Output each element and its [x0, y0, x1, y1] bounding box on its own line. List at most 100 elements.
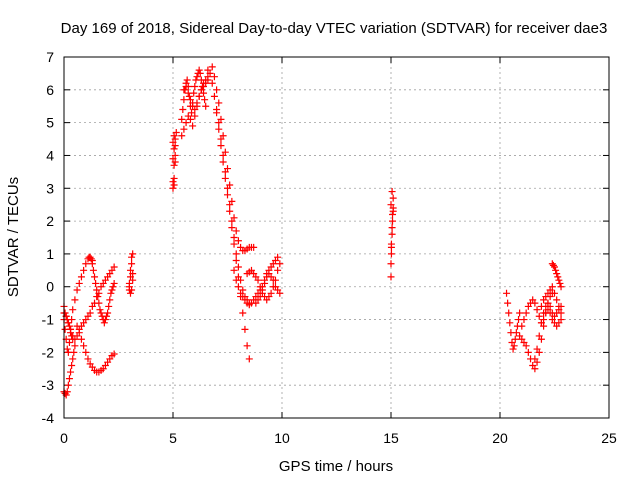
data-point [217, 135, 225, 143]
data-point [276, 260, 284, 268]
data-point [75, 329, 83, 337]
series-sat-g [125, 250, 137, 297]
data-point [387, 250, 395, 258]
data-point [241, 325, 249, 333]
series-sat-e [60, 342, 79, 399]
data-point [105, 302, 113, 310]
data-point [230, 266, 238, 274]
data-point [92, 279, 100, 287]
data-point [65, 375, 73, 383]
data-point [191, 112, 199, 120]
data-point [84, 355, 92, 363]
y-tick-label: 6 [46, 82, 54, 98]
y-tick-label: -1 [42, 312, 55, 328]
data-point [65, 322, 73, 330]
data-point [210, 73, 218, 81]
data-point [389, 194, 397, 202]
series-sat-m [208, 63, 258, 255]
data-point [219, 151, 227, 159]
data-point [232, 250, 240, 258]
data-point [63, 388, 71, 396]
data-point [169, 184, 177, 192]
data-point [182, 83, 190, 91]
data-point [170, 181, 178, 189]
data-point [96, 306, 104, 314]
data-point [128, 260, 136, 268]
data-point [537, 319, 545, 327]
series-sat-a [60, 253, 96, 356]
x-axis-label: GPS time / hours [279, 458, 393, 475]
data-point [387, 260, 395, 268]
data-point [221, 168, 229, 176]
data-point [232, 276, 240, 284]
data-point [243, 342, 251, 350]
data-point [533, 345, 541, 353]
y-tick-label: 0 [46, 279, 54, 295]
data-point [387, 243, 395, 251]
data-point [516, 309, 524, 317]
data-point [172, 128, 180, 136]
data-point [553, 270, 561, 278]
data-point [110, 279, 118, 287]
series-sat-k [180, 76, 212, 114]
y-tick-label: -3 [42, 377, 55, 393]
data-point [239, 309, 247, 317]
data-point [193, 99, 201, 107]
data-point [86, 309, 94, 317]
axis-ticks [63, 56, 610, 419]
data-point [213, 106, 221, 114]
data-point [234, 263, 242, 271]
data-point [73, 286, 81, 294]
data-point [269, 276, 277, 284]
data-point [549, 261, 557, 269]
data-point [101, 316, 109, 324]
series-sat-d [73, 322, 118, 376]
y-tick-label: 2 [46, 213, 54, 229]
data-point [522, 342, 530, 350]
series-sat-t [516, 289, 556, 373]
data-point [208, 63, 216, 71]
data-point [215, 99, 223, 107]
data-point [185, 92, 193, 100]
data-point [553, 296, 561, 304]
data-point [171, 142, 179, 150]
y-axis-label: SDTVAR / TECUs [5, 177, 22, 297]
data-point [510, 342, 518, 350]
data-point [170, 174, 178, 182]
data-point [195, 66, 203, 74]
data-point [276, 289, 284, 297]
x-tick-label: 15 [383, 430, 399, 446]
data-point [110, 263, 118, 271]
y-tick-label: -4 [42, 410, 55, 426]
data-point [388, 224, 396, 232]
data-point [204, 76, 212, 84]
y-tick-label: 7 [46, 49, 54, 65]
data-point [551, 263, 558, 271]
data-point [202, 102, 210, 110]
data-point [512, 329, 520, 337]
series-sat-w [548, 260, 565, 291]
data-point [226, 207, 234, 215]
data-point [556, 279, 564, 287]
data-point [180, 125, 188, 133]
data-point [186, 115, 194, 123]
grid-lines [64, 57, 609, 418]
data-point [531, 299, 539, 307]
data-point [107, 289, 115, 297]
data-point [68, 332, 76, 340]
data-point [196, 69, 204, 77]
data-point [503, 289, 511, 297]
data-point [100, 319, 108, 327]
data-point [69, 306, 77, 314]
data-point [224, 191, 231, 199]
data-point [520, 316, 528, 324]
data-point [89, 266, 97, 274]
data-point [226, 201, 234, 209]
data-point [217, 142, 225, 150]
data-point [533, 306, 541, 314]
data-point [61, 309, 69, 317]
y-tick-label: -2 [42, 344, 55, 360]
data-point [208, 79, 216, 87]
data-point [186, 96, 194, 104]
data-point [506, 319, 514, 327]
